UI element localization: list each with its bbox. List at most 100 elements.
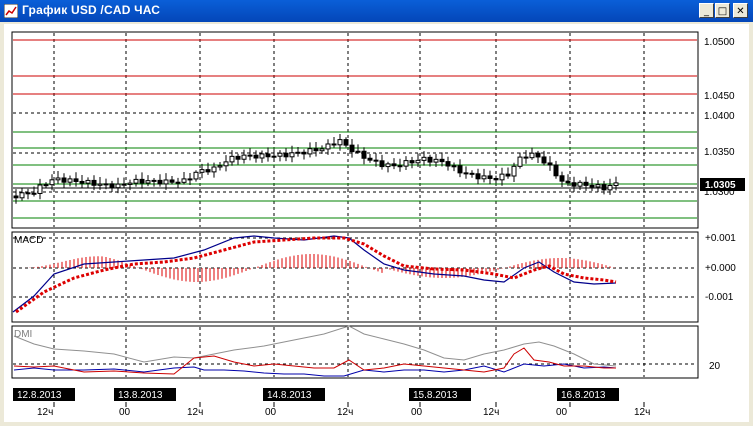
candle-body	[385, 163, 391, 168]
candle-body	[73, 178, 79, 182]
price-tick-label: 1.0400	[704, 111, 735, 122]
maximize-button[interactable]: □	[715, 3, 730, 18]
candle-body	[187, 178, 193, 181]
hour-label: 00	[265, 407, 277, 418]
candle-body	[445, 161, 451, 167]
hour-label: 00	[411, 407, 423, 418]
candle-body	[289, 152, 295, 158]
dmi-plus-line	[13, 363, 617, 377]
candle-body	[553, 164, 559, 177]
candle-body	[85, 179, 91, 184]
candle-body	[151, 179, 157, 182]
candle-body	[13, 195, 19, 199]
candle-body	[181, 178, 187, 183]
candle-body	[403, 160, 409, 167]
candle-body	[349, 144, 355, 153]
candle-body	[223, 161, 229, 167]
candle-body	[517, 156, 523, 167]
candle-body	[607, 184, 613, 191]
candle-body	[67, 178, 73, 183]
candle-body	[175, 181, 181, 184]
date-label: 13.8.2013	[118, 390, 163, 401]
candle-body	[421, 156, 427, 161]
candle-body	[469, 172, 475, 175]
candle-body	[493, 177, 499, 181]
candle-body	[133, 178, 139, 184]
candle-body	[253, 154, 259, 159]
candle-body	[265, 153, 271, 158]
hour-label: 12ч	[187, 407, 203, 418]
hour-label: 00	[119, 407, 131, 418]
hour-label: 00	[556, 407, 568, 418]
candle-body	[613, 182, 619, 186]
price-tick-label: 1.0500	[704, 37, 735, 48]
macd-signal-line	[15, 236, 617, 314]
candle-body	[511, 165, 517, 177]
dmi-series	[13, 325, 617, 377]
candle-body	[433, 158, 439, 163]
date-label: 15.8.2013	[413, 390, 458, 401]
candle-body	[535, 152, 541, 158]
candle-body	[43, 184, 49, 187]
candle-body	[25, 192, 31, 195]
current-price-label: 1.0305	[705, 180, 736, 191]
candle-body	[541, 156, 547, 164]
candle-body	[409, 160, 415, 164]
candle-body	[103, 183, 109, 186]
current-price-marker	[700, 178, 745, 191]
candle-body	[97, 183, 103, 186]
candle-body	[373, 159, 379, 162]
chart-area[interactable]: 1.0500 1.0450 1.0400 1.0350 1.0300 1.030…	[4, 24, 749, 422]
dmi-minus-line	[13, 347, 616, 375]
candle-body	[169, 179, 175, 183]
candle-body	[277, 152, 283, 157]
candle-body	[367, 157, 373, 161]
candle-body	[337, 139, 343, 146]
candle-body	[49, 179, 55, 186]
candle-body	[601, 184, 607, 191]
candle-body	[427, 156, 433, 163]
candle-body	[565, 180, 571, 184]
macd-series	[12, 235, 617, 314]
candle-body	[559, 175, 565, 182]
candle-body	[589, 184, 595, 188]
candle-body	[463, 172, 469, 175]
candle-body	[319, 148, 325, 152]
hour-labels: 12ч 00 12ч 00 12ч 00 12ч 00 12ч	[37, 407, 650, 418]
candle-body	[247, 154, 253, 157]
candle-body	[55, 177, 61, 181]
candle-body	[457, 165, 463, 174]
grid-lines	[13, 33, 697, 407]
candle-body	[325, 143, 331, 150]
candle-body	[307, 148, 313, 155]
candle-body	[415, 159, 421, 164]
window-title: График USD /CAD ЧАС	[22, 3, 161, 17]
candle-body	[157, 179, 163, 185]
candle-body	[475, 173, 481, 180]
candle-body	[217, 165, 223, 168]
candle-body	[205, 169, 211, 173]
dmi-panel[interactable]	[11, 325, 699, 379]
close-button[interactable]: ✕	[733, 3, 748, 18]
price-panel[interactable]	[11, 31, 699, 229]
candle-body	[361, 150, 367, 159]
candle-body	[241, 154, 247, 160]
minimize-button[interactable]: _	[699, 3, 714, 18]
dmi-label: DMI	[14, 329, 32, 340]
candle-body	[19, 192, 25, 199]
candle-body	[571, 182, 577, 187]
date-label: 14.8.2013	[267, 390, 312, 401]
candle-body	[235, 155, 241, 160]
candle-body	[79, 180, 85, 184]
candle-body	[211, 166, 217, 173]
candle-body	[193, 171, 199, 180]
macd-panel[interactable]	[11, 231, 699, 323]
candle-body	[145, 180, 151, 184]
candle-body	[397, 165, 403, 168]
price-tick-label: 1.0450	[704, 91, 735, 102]
macd-tick-label: +0.000	[705, 263, 736, 274]
candle-body	[199, 169, 205, 173]
title-bar[interactable]: График USD /CAD ЧАС _ □ ✕	[0, 0, 753, 22]
candle-body	[379, 160, 385, 168]
